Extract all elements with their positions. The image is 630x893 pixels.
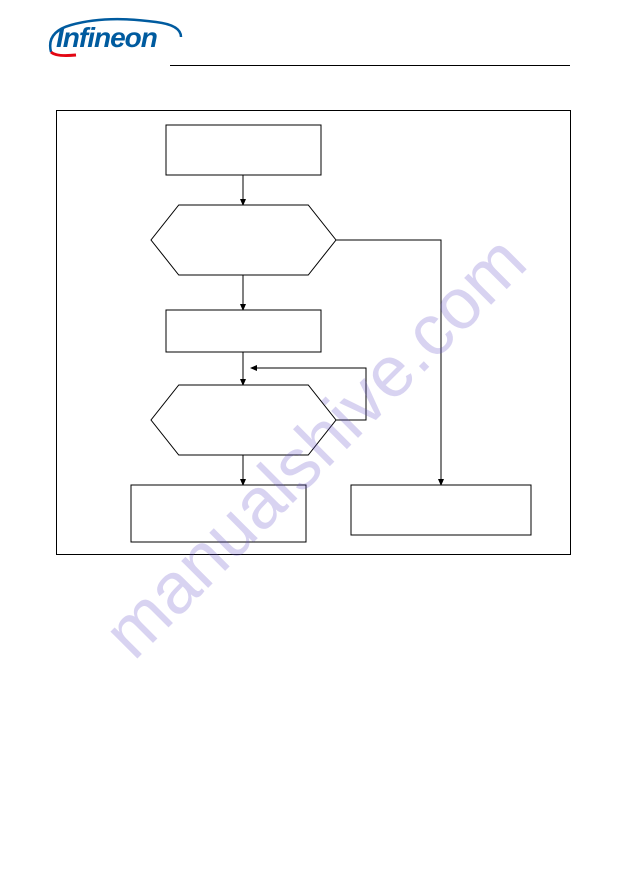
flowchart-decision xyxy=(151,205,336,275)
flowchart-rect xyxy=(166,125,321,175)
flowchart-rect xyxy=(131,485,306,542)
flowchart-edge xyxy=(336,240,441,485)
flowchart-rect xyxy=(166,310,321,352)
header-divider xyxy=(170,65,570,66)
page-container: Infineon manualshive.com xyxy=(0,0,630,893)
logo-text: Infineon xyxy=(56,22,157,53)
flowchart-decision xyxy=(151,385,336,455)
flowchart-rect xyxy=(351,485,531,535)
flowchart-svg xyxy=(56,110,571,555)
infineon-logo: Infineon xyxy=(56,22,157,54)
